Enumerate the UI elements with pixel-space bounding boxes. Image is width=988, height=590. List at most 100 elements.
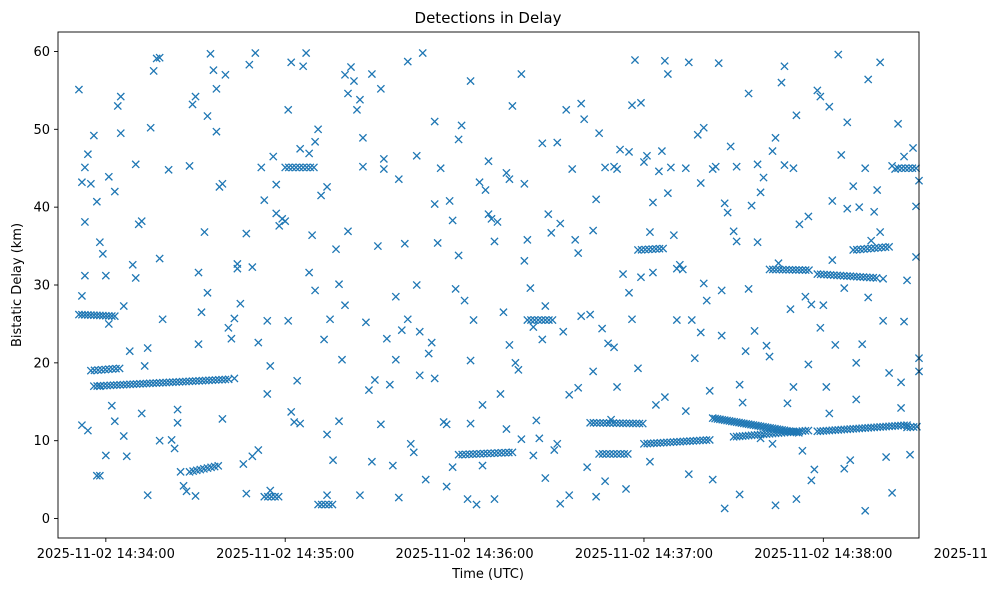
data-point — [430, 199, 439, 209]
data-point — [370, 375, 379, 385]
data-point — [109, 381, 118, 390]
data-point — [708, 164, 717, 174]
data-point — [610, 343, 619, 352]
data-point — [412, 151, 421, 160]
data-point — [846, 272, 855, 281]
data-point — [602, 418, 611, 428]
data-point — [574, 249, 583, 258]
x-tick-label: 2025-11-02 14:39:00 — [934, 547, 988, 562]
data-point — [598, 324, 607, 333]
data-point — [139, 379, 148, 388]
data-point — [218, 179, 227, 188]
data-point — [403, 57, 412, 66]
data-point — [846, 456, 855, 465]
data-point — [92, 311, 101, 320]
data-point — [732, 237, 741, 246]
data-point — [239, 459, 248, 469]
data-point — [526, 315, 536, 325]
data-point — [891, 164, 900, 174]
data-point — [224, 375, 233, 384]
data-point — [152, 378, 161, 388]
data-point — [305, 268, 314, 277]
data-point — [816, 323, 825, 332]
data-point — [598, 449, 607, 458]
data-point — [80, 217, 89, 227]
data-point — [574, 383, 583, 392]
data-point — [609, 449, 618, 458]
data-point — [145, 379, 154, 388]
data-point — [705, 435, 714, 444]
data-point — [201, 376, 210, 385]
data-point — [791, 265, 800, 274]
data-point — [869, 273, 878, 282]
data-point — [481, 185, 490, 195]
y-tick-label: 0 — [42, 512, 50, 527]
data-point — [90, 366, 99, 375]
data-point — [708, 475, 717, 484]
data-point — [376, 420, 385, 429]
data-point — [876, 58, 885, 67]
data-point — [110, 312, 119, 321]
data-point — [275, 221, 284, 230]
data-point — [242, 229, 251, 238]
data-point — [852, 395, 861, 404]
data-point — [475, 178, 484, 187]
data-point — [97, 365, 106, 374]
data-point — [559, 327, 568, 336]
data-point — [502, 168, 511, 177]
data-point — [461, 450, 470, 459]
data-point — [720, 504, 729, 513]
data-point — [218, 375, 227, 384]
data-point — [834, 50, 843, 59]
data-point — [391, 355, 400, 364]
data-point — [305, 149, 314, 158]
data-point — [786, 305, 795, 314]
data-point — [178, 377, 187, 386]
data-point — [221, 375, 230, 384]
data-point — [284, 163, 293, 172]
data-point — [269, 152, 278, 161]
data-point — [421, 475, 430, 484]
data-point — [666, 163, 675, 172]
data-point — [648, 268, 657, 277]
data-point — [879, 274, 888, 283]
data-points — [74, 48, 924, 515]
data-point — [547, 228, 556, 237]
data-point — [618, 419, 628, 428]
data-point — [529, 451, 538, 460]
data-point — [801, 426, 810, 435]
data-point — [828, 196, 837, 205]
data-point — [458, 450, 467, 459]
data-point — [894, 164, 903, 173]
data-point — [96, 381, 105, 390]
data-point — [323, 430, 332, 439]
data-point — [165, 378, 174, 387]
data-point — [624, 288, 634, 297]
data-point — [236, 299, 245, 308]
data-point — [188, 377, 197, 386]
data-point — [562, 105, 571, 114]
data-point — [424, 349, 433, 358]
data-point — [465, 450, 474, 459]
data-point — [855, 203, 864, 212]
data-point — [484, 157, 493, 166]
data-point — [135, 379, 144, 388]
data-point — [80, 163, 89, 172]
data-point — [89, 131, 98, 140]
data-point — [759, 173, 768, 182]
data-point — [324, 500, 333, 509]
data-point — [430, 374, 439, 383]
data-point — [624, 147, 634, 156]
data-point — [454, 135, 463, 144]
data-point — [902, 423, 912, 432]
data-point — [625, 419, 634, 428]
data-point — [391, 292, 400, 301]
data-point — [909, 422, 918, 432]
data-point — [726, 142, 735, 151]
data-point — [167, 435, 176, 444]
data-point — [119, 301, 128, 311]
data-point — [328, 456, 338, 465]
data-point — [685, 437, 695, 446]
data-point — [894, 119, 903, 128]
